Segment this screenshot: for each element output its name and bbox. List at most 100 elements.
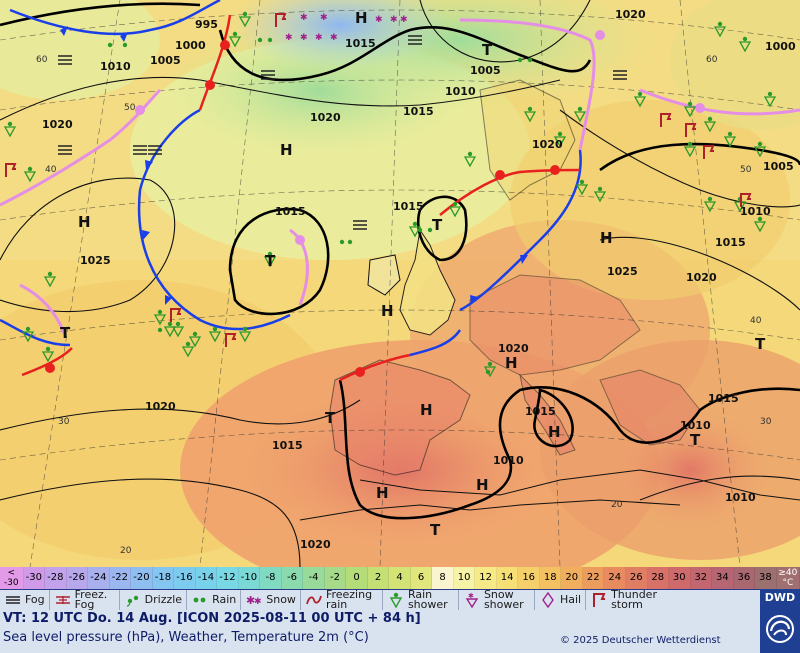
rain-dot (267, 37, 273, 43)
high-center: H (355, 9, 368, 27)
legend-label: Snow (266, 593, 296, 606)
isobar-label: 1015 (525, 405, 556, 418)
rain-shower-dot (192, 331, 198, 337)
rain-shower-dot (742, 36, 748, 42)
scale-cell: 10 (453, 567, 476, 589)
high-center: H (280, 141, 293, 159)
legend-freezing-fog: Freez. Fog (50, 589, 120, 610)
rain-shower-icon (153, 314, 167, 326)
isobar-label: 1010 (680, 419, 711, 432)
fog-icon (148, 145, 162, 155)
snow-icon: ✱ (300, 33, 308, 43)
valid-time: VT: 12 UTC Do. 14 Aug. [ICON 2025-08-11 … (3, 611, 421, 626)
grid-label: 30 (58, 417, 70, 427)
low-center: T (482, 41, 493, 59)
fog-icon (408, 35, 422, 45)
isobar-label: 1000 (765, 40, 796, 53)
rain-shower-dot (27, 166, 33, 172)
high-center: H (505, 354, 518, 372)
isobar-label: 995 (195, 18, 218, 31)
rain-shower-icon (238, 16, 252, 28)
scale-cell: -12 (217, 567, 239, 589)
weather-legend: Fog Freez. Fog Drizzle Rain ✱ ✱ Snow Free… (0, 589, 760, 611)
snow-icon: ✱✱ (246, 594, 262, 607)
rain-shower-dot (717, 21, 723, 27)
isobar-label: 1020 (615, 8, 646, 21)
legend-label: Rain (212, 593, 237, 606)
scale-cell: -22 (109, 567, 132, 589)
rain-shower-dot (232, 31, 238, 37)
dwd-swirl-icon (766, 615, 794, 643)
rain-shower-dot (727, 131, 733, 137)
grid-label: 60 (706, 55, 718, 65)
fog-icon (6, 596, 20, 604)
rain-shower-dot (452, 201, 458, 207)
thunderstorm-icon (5, 163, 17, 177)
rain-shower-icon (21, 331, 35, 343)
rain-shower-dot (242, 11, 248, 17)
rain-shower-dot (597, 186, 603, 192)
legend-hail: Hail (535, 590, 587, 610)
isobar-label: 1025 (80, 254, 111, 267)
low-center: T (432, 216, 443, 234)
map-description: Sea level pressure (hPa), Weather, Tempe… (3, 630, 369, 645)
isobar-label: 1020 (300, 538, 331, 551)
rain-dot (339, 239, 345, 245)
legend-label: Freezing rain (325, 588, 373, 611)
rain-dot (517, 57, 523, 63)
thunderstorm-icon (685, 123, 697, 137)
fog-icon (133, 145, 147, 155)
rain-shower-icon (713, 26, 727, 38)
legend-drizzle: Drizzle (120, 590, 188, 610)
rain-dot (427, 227, 433, 233)
scale-cell: 24 (604, 567, 626, 589)
legend-snow: ✱ ✱ Snow (241, 590, 301, 610)
scale-cell: -30 (23, 567, 46, 589)
scale-cell: 36 (733, 567, 756, 589)
isobar-label: 1010 (740, 205, 771, 218)
low-center: T (265, 252, 276, 270)
grid-label: 40 (45, 165, 57, 175)
snow-icon: ✱ (300, 13, 308, 23)
scale-cell: 6 (410, 567, 433, 589)
coastlines (299, 79, 800, 521)
scale-cell: 12 (475, 567, 497, 589)
rain-dot (417, 227, 423, 233)
legend-label: Drizzle (144, 593, 183, 606)
scale-cell: -16 (174, 567, 196, 589)
rain-shower-dot (687, 101, 693, 107)
thunderstorm-icon (593, 593, 606, 607)
high-center: H (376, 484, 389, 502)
legend-label: Snow shower (483, 588, 524, 611)
map-footer: < -30 -30 -28 -26 -24 -22 -20 -18 -16 -14 -12 -10-… (0, 567, 800, 653)
high-center: H (78, 213, 91, 231)
scale-cell: -4 (303, 567, 325, 589)
rain-shower-icon (171, 326, 185, 338)
isobar-label: 1020 (42, 118, 73, 131)
rain-shower-dot (7, 121, 13, 127)
rain-shower-icon (553, 136, 567, 148)
svg-text:✱: ✱ (254, 597, 262, 607)
legend-freezing-rain: Freezing rain (301, 588, 383, 611)
hail-icon (542, 592, 554, 608)
svg-text:✱: ✱ (246, 594, 255, 607)
scale-cell: 2 (367, 567, 390, 589)
scale-cell: 30 (669, 567, 691, 589)
rain-shower-icon (188, 336, 202, 348)
thunderstorm-icon (170, 308, 182, 322)
rain-shower-dot (167, 321, 173, 327)
rain-shower-dot (767, 91, 773, 97)
dwd-logo-text: DWD (764, 591, 796, 604)
scale-cell: 8 (432, 567, 454, 589)
isobar-label: 1015 (275, 205, 306, 218)
isobar-label: 1015 (715, 236, 746, 249)
svg-text:✱: ✱ (468, 592, 474, 600)
scale-cell: -26 (66, 567, 89, 589)
rain-shower-dot (757, 216, 763, 222)
scale-cell: -14 (195, 567, 218, 589)
isobars-thin (0, 0, 800, 567)
low-center: T (60, 324, 71, 342)
thunderstorm-icon (740, 193, 752, 207)
isobar-label: 1010 (493, 454, 524, 467)
isobar-label: 1000 (175, 39, 206, 52)
